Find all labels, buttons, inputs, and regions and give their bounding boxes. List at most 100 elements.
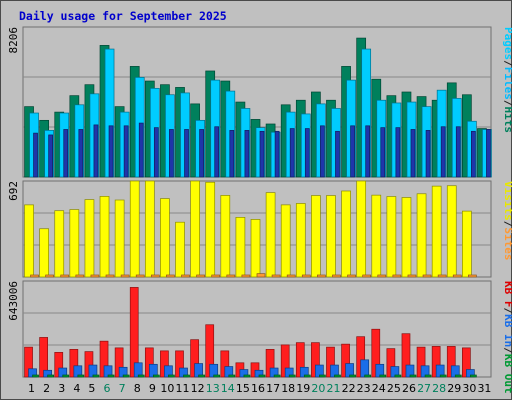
series-kb-f bbox=[24, 287, 471, 378]
x-tick-label: 22 bbox=[342, 382, 356, 395]
series-sites bbox=[30, 273, 477, 278]
bar bbox=[256, 273, 266, 278]
chart-title: Daily usage for September 2025 bbox=[19, 9, 227, 23]
series-visits bbox=[24, 180, 472, 278]
bar bbox=[258, 374, 266, 378]
bar bbox=[360, 359, 370, 378]
x-tick-label: 27 bbox=[417, 382, 431, 395]
bar bbox=[153, 127, 159, 178]
bar bbox=[228, 374, 236, 378]
bar bbox=[265, 192, 276, 278]
x-tick-label: 25 bbox=[387, 382, 401, 395]
legend-entry: Sites bbox=[502, 227, 512, 260]
x-tick-label: 20 bbox=[311, 382, 325, 395]
bar bbox=[392, 274, 402, 278]
y-max-label: 8206 bbox=[7, 27, 20, 54]
bar bbox=[137, 374, 145, 378]
x-tick-label: 8 bbox=[134, 382, 141, 395]
x-tick-label: 1 bbox=[28, 382, 35, 395]
bar bbox=[45, 274, 54, 278]
legend-entry: KB Out bbox=[502, 354, 512, 394]
bar bbox=[62, 374, 70, 378]
bar bbox=[273, 374, 281, 378]
legend-entry: Files bbox=[502, 67, 512, 100]
x-tick-label: 31 bbox=[477, 382, 491, 395]
bar bbox=[122, 374, 130, 378]
bar bbox=[280, 204, 291, 278]
x-tick-label: 21 bbox=[326, 382, 340, 395]
bar bbox=[138, 122, 144, 178]
panel-legend: Visits/Sites bbox=[502, 181, 512, 261]
legend-entry: KB In bbox=[502, 314, 512, 347]
bar bbox=[401, 197, 412, 278]
bar bbox=[468, 274, 477, 278]
x-tick-label: 5 bbox=[88, 382, 95, 395]
bar bbox=[304, 128, 310, 178]
bar bbox=[181, 274, 190, 278]
bar bbox=[437, 274, 447, 278]
bar bbox=[166, 274, 175, 278]
bar bbox=[214, 126, 220, 178]
bar bbox=[235, 216, 246, 278]
bar bbox=[486, 129, 491, 178]
series-kb-out bbox=[32, 374, 477, 378]
bar bbox=[241, 274, 251, 278]
bar bbox=[48, 134, 53, 178]
bar bbox=[105, 274, 115, 278]
bar bbox=[39, 228, 49, 278]
bar bbox=[452, 274, 462, 278]
bar bbox=[288, 374, 296, 378]
bar bbox=[244, 130, 250, 178]
x-tick-label: 17 bbox=[266, 382, 280, 395]
panel-legend: KB F/KB In/KB Out bbox=[502, 281, 512, 394]
bar bbox=[120, 274, 130, 278]
bar bbox=[301, 274, 311, 278]
bar bbox=[129, 180, 140, 278]
bar bbox=[347, 274, 356, 278]
bar bbox=[341, 190, 351, 278]
bar bbox=[229, 130, 235, 178]
series-pages bbox=[33, 122, 491, 178]
chart-panels: 8206Pages/Files/Hits692Visits/Sites64300… bbox=[7, 26, 512, 394]
x-tick-label: 10 bbox=[160, 382, 174, 395]
bar bbox=[108, 125, 114, 178]
bar bbox=[160, 198, 170, 278]
bar bbox=[75, 274, 85, 278]
bar bbox=[377, 274, 387, 278]
bar bbox=[169, 129, 174, 178]
bar bbox=[93, 124, 99, 178]
legend-entry: / bbox=[502, 347, 512, 354]
bar bbox=[386, 196, 397, 278]
bar bbox=[407, 274, 417, 278]
bar bbox=[199, 129, 204, 178]
legend-entry: Hits bbox=[502, 107, 512, 134]
bar bbox=[226, 274, 236, 278]
legend-entry: / bbox=[502, 100, 512, 107]
bar bbox=[431, 185, 442, 278]
bar bbox=[33, 132, 38, 178]
bar bbox=[439, 374, 447, 378]
x-tick-label: 2 bbox=[43, 382, 50, 395]
bar bbox=[365, 125, 371, 178]
bar bbox=[152, 374, 160, 378]
bar bbox=[274, 130, 280, 178]
x-tick-label: 11 bbox=[176, 382, 190, 395]
bar bbox=[168, 374, 175, 378]
bar bbox=[394, 374, 402, 378]
bar bbox=[303, 374, 311, 378]
x-tick-label: 6 bbox=[104, 382, 111, 395]
bar bbox=[440, 126, 446, 178]
bar bbox=[362, 274, 372, 278]
legend-entry: / bbox=[502, 308, 512, 315]
x-tick-label: 28 bbox=[432, 382, 446, 395]
legend-entry: / bbox=[502, 60, 512, 67]
bar bbox=[123, 125, 129, 178]
bar bbox=[92, 374, 100, 378]
bar bbox=[326, 195, 336, 278]
bar bbox=[364, 374, 372, 378]
x-tick-label: 26 bbox=[402, 382, 416, 395]
bar bbox=[379, 374, 387, 378]
bar bbox=[334, 374, 341, 378]
